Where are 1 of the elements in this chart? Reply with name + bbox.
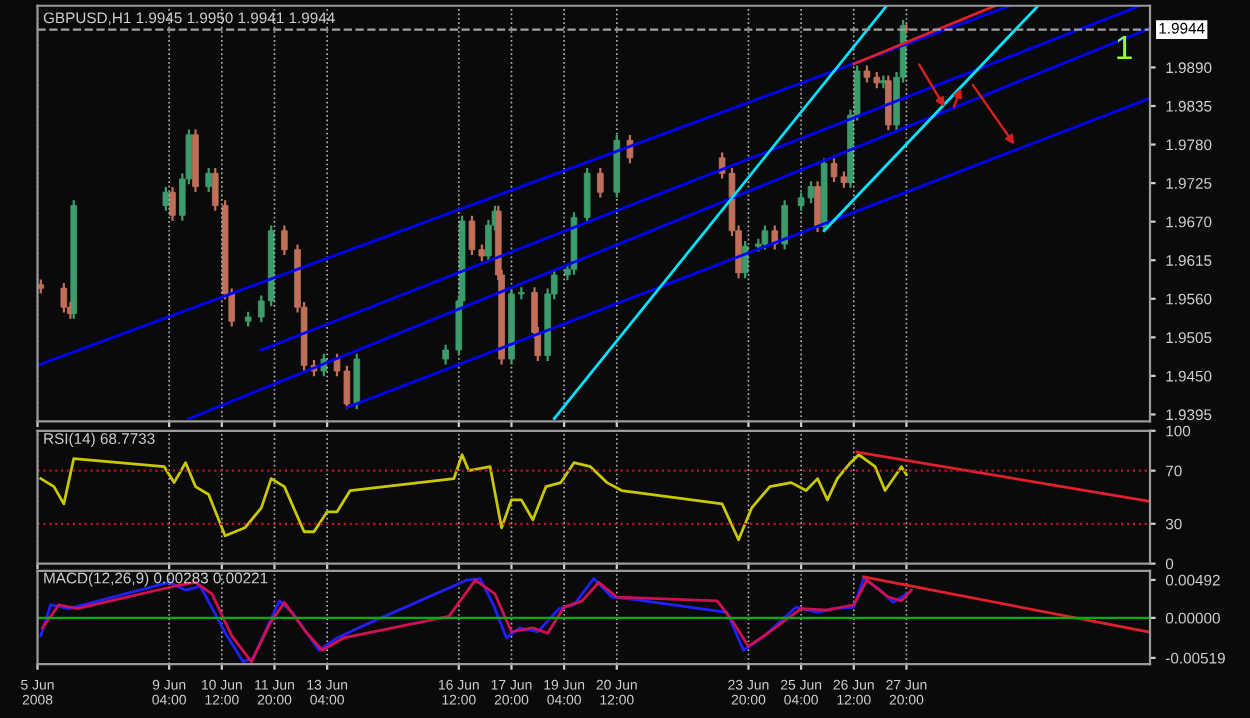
annotation: 1 — [1117, 36, 1132, 59]
